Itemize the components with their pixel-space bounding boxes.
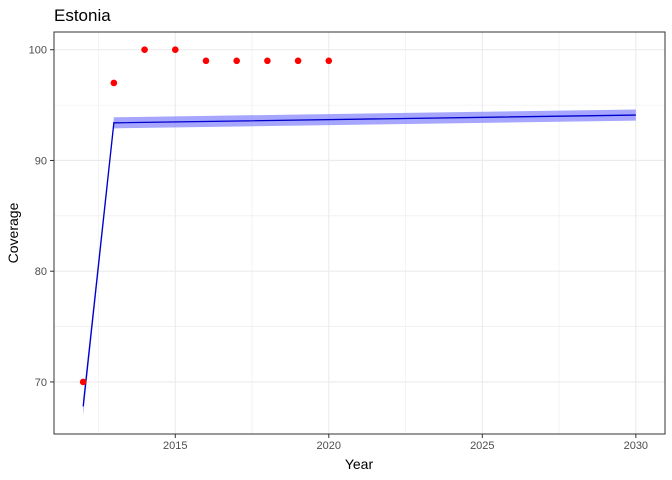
data-point bbox=[233, 57, 240, 65]
data-point bbox=[325, 57, 333, 65]
chart-title: Estonia bbox=[54, 6, 111, 25]
data-point bbox=[110, 79, 118, 87]
y-tick-label: 100 bbox=[29, 45, 47, 57]
x-axis: 2015 2020 2025 2030 bbox=[163, 434, 648, 452]
x-tick-label: 2030 bbox=[624, 440, 648, 452]
data-point bbox=[141, 46, 148, 54]
data-point bbox=[79, 378, 87, 386]
x-tick-label: 2020 bbox=[317, 440, 341, 452]
major-gridlines bbox=[54, 32, 665, 434]
data-points bbox=[79, 46, 333, 386]
trend-line bbox=[82, 114, 636, 407]
x-tick-label: 2025 bbox=[470, 440, 494, 452]
y-axis: 70 80 90 100 bbox=[29, 45, 54, 389]
minor-gridlines bbox=[54, 32, 665, 434]
x-axis-title: Year bbox=[345, 456, 374, 472]
x-tick-label: 2015 bbox=[163, 440, 187, 452]
data-point bbox=[171, 46, 179, 54]
data-point bbox=[202, 57, 210, 65]
panel-border bbox=[53, 31, 666, 435]
panel-background bbox=[54, 32, 665, 434]
y-tick-label: 70 bbox=[35, 377, 47, 389]
y-tick-label: 90 bbox=[35, 155, 47, 167]
data-point bbox=[294, 57, 302, 65]
y-tick-label: 80 bbox=[35, 266, 47, 278]
plot-panel bbox=[53, 31, 666, 435]
y-axis-title: Coverage bbox=[5, 202, 21, 263]
trend-line-path bbox=[82, 114, 636, 407]
data-point bbox=[264, 57, 271, 65]
